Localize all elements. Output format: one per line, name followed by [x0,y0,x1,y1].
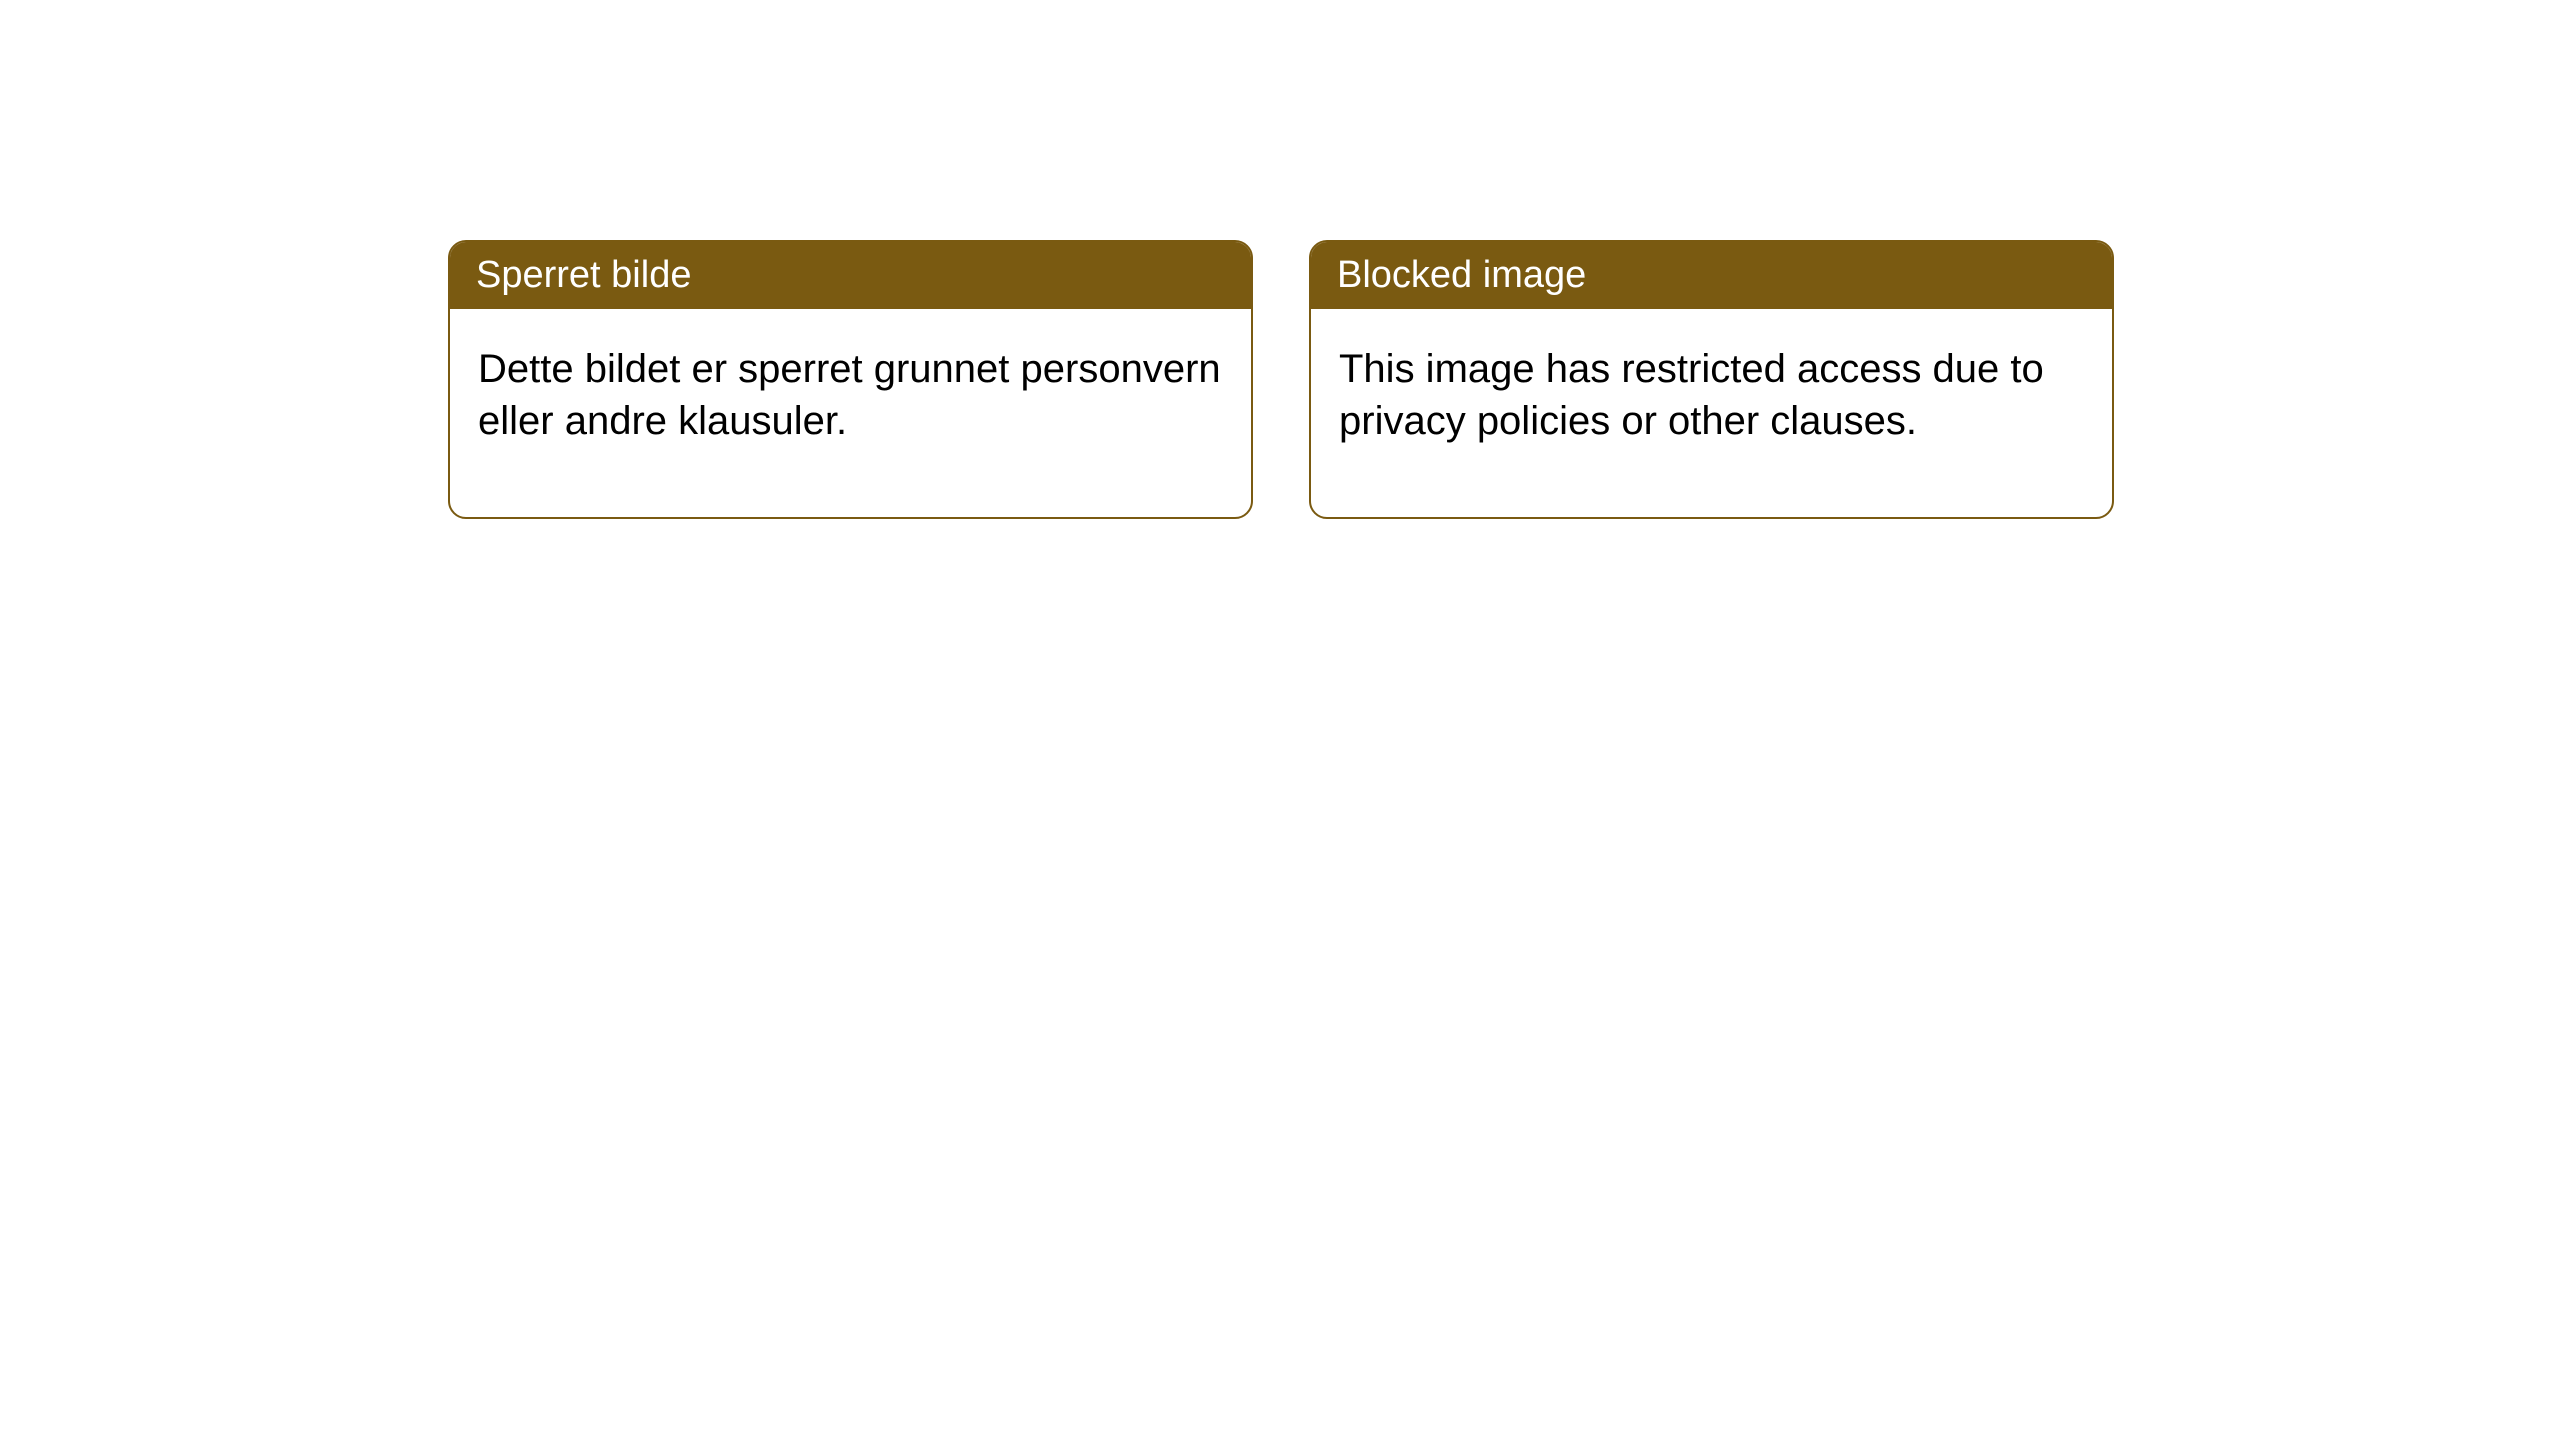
notice-body: Dette bildet er sperret grunnet personve… [450,309,1251,517]
notice-container: Sperret bilde Dette bildet er sperret gr… [448,240,2114,519]
notice-header: Sperret bilde [450,242,1251,309]
notice-body: This image has restricted access due to … [1311,309,2112,517]
notice-card-en: Blocked image This image has restricted … [1309,240,2114,519]
notice-text: Dette bildet er sperret grunnet personve… [478,347,1221,443]
notice-text: This image has restricted access due to … [1339,347,2044,443]
notice-title: Blocked image [1337,254,1586,296]
notice-title: Sperret bilde [476,254,691,296]
notice-card-no: Sperret bilde Dette bildet er sperret gr… [448,240,1253,519]
notice-header: Blocked image [1311,242,2112,309]
